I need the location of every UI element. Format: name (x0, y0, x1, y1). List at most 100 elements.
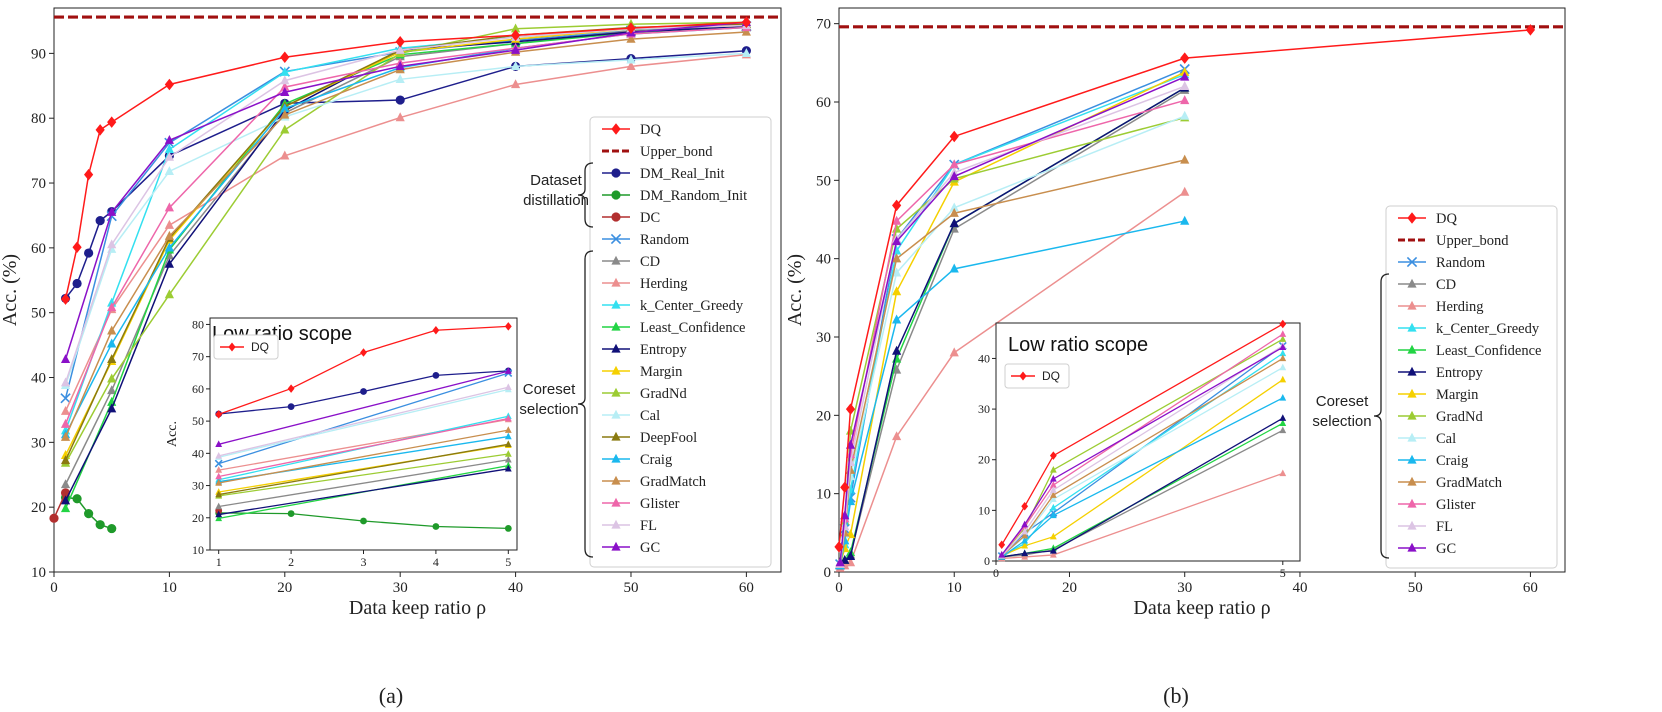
inset-y-tick-label: 40 (978, 351, 990, 365)
point-GradNd (107, 373, 117, 383)
group-label: selection (519, 401, 578, 418)
panel-caption-a: (a) (379, 683, 403, 708)
inset-point-Entropy (1021, 549, 1029, 557)
x-axis-label: Data keep ratio ρ (349, 597, 486, 619)
point-FL (107, 239, 117, 249)
inset-point-GradMatch (215, 479, 223, 486)
inset-series-line-GC (1001, 346, 1284, 556)
inset-point-DQ (432, 325, 440, 335)
legend-label-DQ: DQ (640, 122, 661, 138)
legend-marker-Margin (611, 365, 621, 375)
point-Cal (626, 54, 636, 64)
inset-point-Herding (1049, 551, 1057, 558)
legend-label-FL: FL (640, 518, 657, 534)
group-brace (577, 250, 594, 558)
point-FL (845, 457, 856, 467)
inset-point-DM_Real_Init (360, 388, 367, 395)
y-tick-label: 60 (816, 95, 831, 111)
legend-marker-DQ (1407, 212, 1417, 224)
point-Margin (1180, 66, 1190, 76)
point-Herding (395, 112, 405, 122)
inset-y-tick-label: 10 (978, 503, 990, 517)
point-DQ (1525, 24, 1536, 36)
point-Craig (280, 103, 290, 113)
legend-label-Craig: Craig (640, 452, 672, 468)
legend-marker-Glister (611, 497, 621, 507)
inset-point-Entropy (1049, 546, 1057, 554)
x-tick-label: 10 (947, 580, 962, 596)
point-Cal (395, 74, 405, 83)
y-tick-label: 70 (816, 17, 831, 33)
legend-marker-GC (611, 541, 621, 551)
point-FL (840, 521, 850, 531)
legend-label-Margin: Margin (640, 364, 683, 380)
inset-y-tick-label: 50 (192, 414, 204, 428)
point-GC (280, 86, 290, 96)
point-Herding (626, 61, 636, 71)
inset-series-line-GradNd (218, 453, 509, 497)
group-label: Dataset (530, 172, 583, 189)
legend-label-Upper_bond: Upper_bond (1436, 233, 1509, 249)
legend-label-Upper_bond: Upper_bond (640, 144, 713, 160)
inset-point-k_Center_Greedy (1049, 503, 1057, 511)
legend-label-GradNd: GradNd (640, 386, 687, 402)
point-DQ (840, 481, 850, 494)
point-DQ (72, 241, 82, 253)
y-tick-label: 10 (816, 487, 831, 503)
inset-x-tick-label: 4 (433, 555, 439, 569)
point-Craig (164, 242, 174, 252)
legend-label-GradNd: GradNd (1436, 409, 1483, 425)
inset-point-Least_Confidence (215, 514, 223, 522)
inset-point-GC (1049, 475, 1057, 482)
legend-label-FL: FL (1436, 519, 1453, 535)
inset-point-Entropy (504, 464, 512, 472)
point-CD (60, 479, 71, 489)
legend-label-Least_Confidence: Least_Confidence (640, 320, 746, 336)
point-Entropy (949, 218, 959, 228)
point-DM_Random_Init (84, 509, 94, 519)
inset-point-Margin (1279, 375, 1287, 383)
inset-point-DM_Random_Init (360, 517, 367, 525)
y-tick-label: 70 (31, 176, 46, 192)
legend-marker-Entropy (1407, 366, 1417, 376)
inset-point-Cal (1279, 363, 1287, 371)
legend-label-Glister: Glister (1436, 497, 1476, 513)
inset-point-DM_Random_Init (432, 523, 440, 530)
inset-legend-marker-DQ (228, 342, 236, 352)
point-GradMatch (892, 253, 902, 263)
legend-label-Least_Confidence: Least_Confidence (1436, 343, 1542, 359)
point-Craig (1180, 215, 1190, 225)
group-brace (1373, 273, 1390, 559)
x-tick-label: 60 (739, 580, 754, 596)
point-Herding (164, 219, 174, 229)
inset-y-tick-label: 10 (192, 543, 204, 557)
y-tick-label: 50 (31, 306, 46, 322)
inset-point-DM_Real_Init (432, 371, 440, 379)
group-label: Coreset (523, 381, 576, 398)
point-Cal (164, 166, 174, 176)
point-GradMatch (60, 431, 71, 441)
inset-point-GradNd (1049, 465, 1057, 473)
y-tick-label: 0 (824, 565, 832, 581)
point-DQ (395, 35, 405, 48)
point-CD (107, 385, 117, 395)
legend-marker-GC (1407, 542, 1417, 552)
legend-label-GC: GC (1436, 541, 1456, 557)
series-line-Cal (64, 52, 747, 386)
point-Cal (949, 202, 959, 212)
inset-point-DQ (1021, 502, 1029, 511)
group-label: Coreset (1316, 393, 1369, 410)
x-tick-label: 0 (835, 580, 843, 596)
x-tick-label: 50 (623, 580, 638, 596)
point-Entropy (840, 554, 850, 564)
inset-y-tick-label: 80 (192, 317, 204, 331)
y-tick-label: 50 (816, 173, 831, 189)
point-DM_Random_Init (107, 523, 117, 534)
legend-label-Random: Random (1436, 255, 1486, 271)
point-GC (60, 354, 71, 364)
point-DeepFool (60, 455, 71, 465)
inset-point-DM_Real_Init (287, 403, 295, 411)
x-tick-label: 10 (162, 580, 177, 596)
inset-y-tick-label: 40 (192, 446, 204, 460)
